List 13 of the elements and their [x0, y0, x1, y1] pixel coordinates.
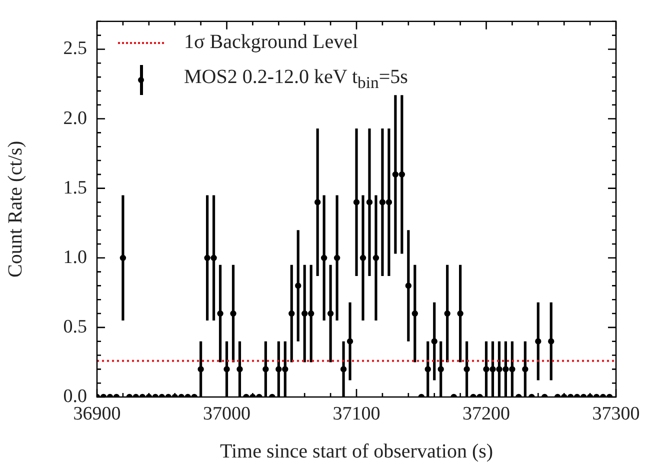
y-axis-title: Count Rate (ct/s): [4, 140, 26, 278]
y-tick-label: 2.0: [63, 108, 87, 129]
legend-label: 1σ Background Level: [184, 31, 358, 54]
legend-label: MOS2 0.2-12.0 keV t$_{bin}$=5s: [184, 66, 408, 93]
x-tick-label: 37300: [592, 403, 640, 424]
x-axis-title: Time since start of observation (s): [220, 440, 494, 462]
y-tick-label: 0.5: [63, 316, 87, 338]
x-tick-label: 37100: [332, 403, 380, 424]
x-tick-label: 37200: [462, 403, 510, 424]
x-tick-label: 37000: [203, 403, 250, 424]
y-tick-label: 1.0: [63, 246, 87, 268]
y-tick-label: 2.5: [63, 38, 87, 60]
y-tick-label: 1.5: [63, 177, 87, 198]
